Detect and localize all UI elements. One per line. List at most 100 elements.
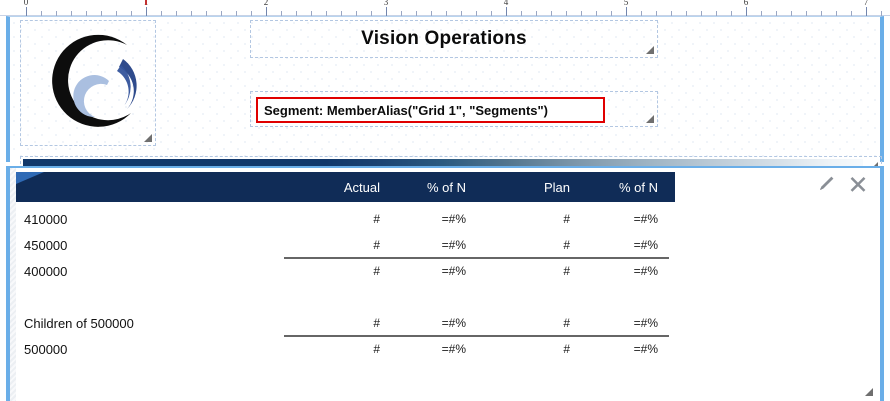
ruler-tick-major [626, 7, 627, 16]
segment-formula-highlight[interactable]: Segment: MemberAlias("Grid 1", "Segments… [256, 97, 605, 123]
table-cell: =#% [633, 264, 658, 278]
table-row[interactable]: 400000 # =#% # =#% [16, 258, 880, 284]
ruler-tick-minor [71, 11, 72, 16]
ruler-tick-minor [236, 11, 237, 16]
ruler-tick-minor [176, 11, 177, 16]
ruler-tick-major [146, 7, 147, 16]
ruler-tick-minor [836, 11, 837, 16]
resize-grip[interactable] [645, 45, 655, 55]
table-cell [506, 284, 570, 310]
resize-grip[interactable] [864, 387, 874, 397]
report-title-placeholder[interactable]: Vision Operations [250, 20, 658, 58]
ruler-tick-minor [716, 11, 717, 16]
grid-column-header[interactable]: % of N [618, 179, 658, 195]
pencil-icon[interactable] [816, 174, 836, 194]
ruler-number: 5 [623, 0, 629, 7]
table-cell: # [373, 316, 380, 330]
row-label: Children of 500000 [24, 315, 134, 331]
logo-placeholder[interactable] [20, 20, 156, 146]
table-row[interactable]: Children of 500000 # =#% # =#% [16, 310, 880, 336]
ruler-tick-minor [821, 11, 822, 16]
ruler-tick-minor [206, 11, 207, 16]
ruler-tick-minor [566, 11, 567, 16]
report-header-canvas: Vision Operations Segment: MemberAlias("… [6, 16, 884, 174]
table-cell: =#% [441, 264, 466, 278]
ruler-tick-major [506, 7, 507, 16]
ruler-tick-major [26, 7, 27, 16]
ruler-tick-minor [806, 11, 807, 16]
row-label: 400000 [24, 263, 68, 279]
table-cell: # [563, 212, 570, 226]
ruler-tick-minor [131, 11, 132, 16]
table-cell: =#% [441, 238, 466, 252]
grid-left-gutter [10, 168, 16, 401]
ruler-tick-minor [731, 11, 732, 16]
ruler-baseline [0, 15, 890, 16]
spiral-crescent-logo-icon [35, 29, 155, 141]
ruler-number: 7 [863, 0, 869, 7]
ruler-tick-minor [56, 11, 57, 16]
ruler-tick-minor [41, 11, 42, 16]
ruler-tick-minor [701, 11, 702, 16]
ruler-tick-minor [551, 11, 552, 16]
table-cell: =#% [633, 238, 658, 252]
ruler-tick-minor [761, 11, 762, 16]
table-row[interactable]: 410000 # =#% # =#% [16, 206, 880, 232]
segment-formula-placeholder[interactable] [250, 91, 658, 127]
segment-formula-text: Segment: MemberAlias("Grid 1", "Segments… [264, 102, 548, 118]
grid-column-header[interactable]: % of N [426, 179, 466, 195]
table-row[interactable]: 450000 # =#% # =#% [16, 232, 880, 258]
grid-header-row: Actual % of N Plan % of N [16, 172, 675, 202]
resize-grip[interactable] [143, 133, 153, 143]
ruler-number: 3 [383, 0, 389, 7]
table-cell: =#% [441, 342, 466, 356]
ruler-tick-major [266, 7, 267, 16]
table-row[interactable] [16, 284, 880, 310]
page-title: Vision Operations [361, 28, 527, 49]
table-cell: =#% [633, 316, 658, 330]
horizontal-ruler[interactable]: 01234567 [0, 0, 890, 16]
close-icon[interactable] [848, 174, 868, 194]
ruler-tick-minor [101, 11, 102, 16]
table-cell: # [373, 264, 380, 278]
table-cell [586, 284, 658, 310]
table-row[interactable]: 500000 # =#% # =#% [16, 336, 880, 362]
ruler-number: 4 [503, 0, 509, 7]
ruler-tick-minor [221, 11, 222, 16]
ruler-tick-minor [86, 11, 87, 16]
table-cell [316, 284, 380, 310]
ruler-tick-minor [641, 11, 642, 16]
ruler-tick-minor [521, 11, 522, 16]
ruler-tick-minor [581, 11, 582, 16]
ruler-tick-minor [446, 11, 447, 16]
grid-panel: Actual% of N Plan% of N 410000 # =#% # =#% 450… [6, 166, 884, 401]
ruler-tick-minor [401, 11, 402, 16]
table-cell: # [563, 342, 570, 356]
ruler-tick-minor [191, 11, 192, 16]
grid-action-icons [816, 174, 868, 194]
ruler-tick-minor [536, 11, 537, 16]
resize-grip[interactable] [645, 114, 655, 124]
ruler-tick-minor [611, 11, 612, 16]
ruler-tick-minor [251, 11, 252, 16]
ruler-tick-minor [416, 11, 417, 16]
grid-corner-notch [16, 172, 44, 184]
ruler-tick-minor [881, 11, 882, 16]
ruler-tick-major [866, 7, 867, 16]
table-cell: # [563, 238, 570, 252]
grid-column-header[interactable]: Plan [543, 179, 570, 195]
ruler-tick-minor [371, 11, 372, 16]
table-cell: # [373, 342, 380, 356]
grid-column-header[interactable]: Actual [343, 179, 380, 195]
ruler-tick-minor [596, 11, 597, 16]
table-cell: =#% [441, 316, 466, 330]
ruler-number: 6 [743, 0, 749, 7]
ruler-tick-minor [461, 11, 462, 16]
ruler-tick-minor [161, 11, 162, 16]
canvas-dot-grid: Vision Operations Segment: MemberAlias("… [10, 17, 882, 174]
ruler-tick-minor [281, 11, 282, 16]
row-label: 500000 [24, 341, 68, 357]
table-cell: =#% [633, 342, 658, 356]
ruler-margin-marker[interactable] [145, 0, 147, 5]
